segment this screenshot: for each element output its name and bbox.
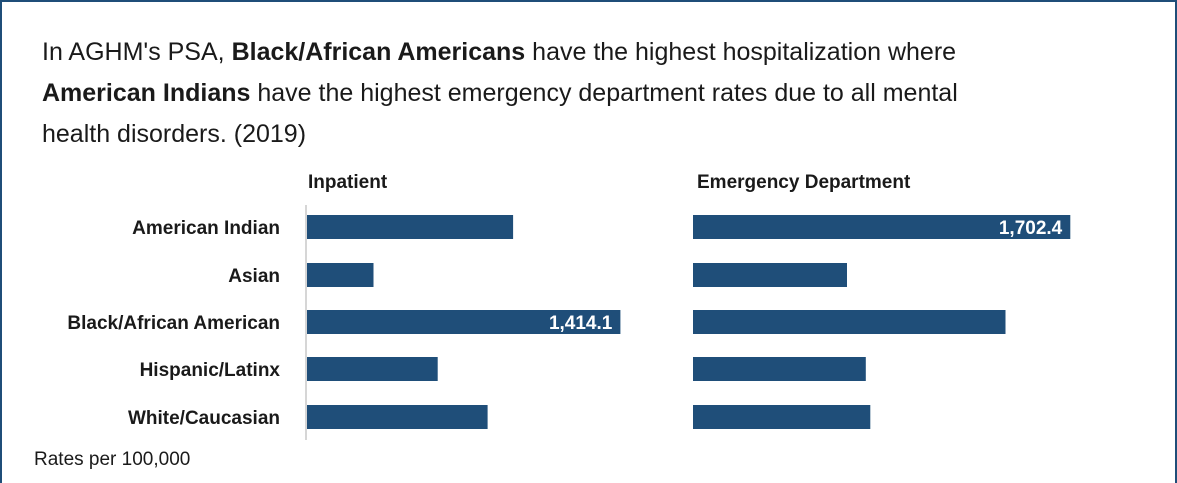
- headline-bold1: Black/African Americans: [231, 38, 526, 66]
- category-label: Asian: [228, 266, 280, 287]
- footnote: Rates per 100,000: [34, 449, 191, 470]
- headline-part3: have the highest emergency department ra…: [42, 79, 958, 148]
- headline: In AGHM's PSA, Black/African Americans h…: [42, 32, 1002, 155]
- bar: [693, 215, 1071, 239]
- headline-part1: In AGHM's PSA,: [42, 38, 232, 66]
- bar: [307, 263, 374, 287]
- bar: [693, 357, 866, 381]
- panel-title: Inpatient: [308, 172, 388, 193]
- bar: [693, 405, 871, 429]
- panel-title: Emergency Department: [697, 172, 911, 193]
- category-label: Black/African American: [67, 313, 280, 334]
- bar: [307, 310, 621, 334]
- bar: [693, 263, 847, 287]
- bar: [307, 405, 488, 429]
- category-label: American Indian: [132, 218, 280, 239]
- category-label: White/Caucasian: [128, 408, 280, 429]
- bar: [693, 310, 1006, 334]
- bar: [307, 357, 438, 381]
- headline-part2: have the highest hospitalization where: [525, 38, 957, 66]
- data-label: 1,702.4: [999, 218, 1063, 239]
- category-label: Hispanic/Latinx: [140, 360, 281, 381]
- data-label: 1,414.1: [549, 313, 613, 334]
- bar: [307, 215, 514, 239]
- headline-bold2: American Indians: [42, 79, 251, 107]
